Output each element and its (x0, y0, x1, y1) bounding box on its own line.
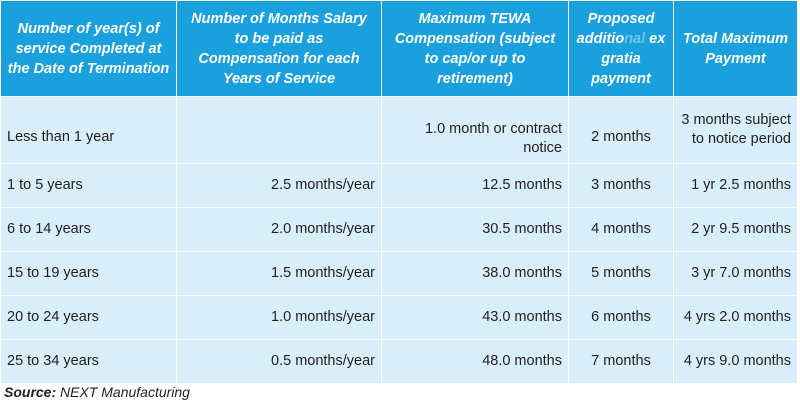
cell-ex-gratia: 5 months (568, 251, 674, 296)
cell-max-tewa: 43.0 months (381, 295, 569, 340)
header-total-payment: Total Maximum Payment (673, 0, 798, 97)
cell-years: 25 to 34 years (0, 339, 177, 384)
table-row: 1 to 5 years 2.5 months/year 12.5 months… (0, 163, 798, 208)
cell-salary (176, 96, 382, 164)
cell-salary: 2.5 months/year (176, 163, 382, 208)
table-row: 20 to 24 years 1.0 months/year 43.0 mont… (0, 295, 798, 340)
source-text: NEXT Manufacturing (56, 384, 190, 400)
table-row: Less than 1 year 1.0 month or contract n… (0, 96, 798, 164)
cell-ex-gratia: 3 months (568, 163, 674, 208)
header-ex-gratia-part2: ex gratia payment (591, 30, 666, 87)
header-max-tewa: Maximum TEWA Compensation (subject to ca… (381, 0, 569, 97)
table-row: 6 to 14 years 2.0 months/year 30.5 month… (0, 207, 798, 252)
header-years-of-service: Number of year(s) of service Completed a… (0, 0, 177, 97)
header-ex-gratia-part1: Proposed additio (576, 10, 655, 47)
header-ex-gratia-faded: nal (624, 30, 646, 47)
cell-total: 4 yrs 9.0 months (673, 339, 798, 384)
cell-max-tewa: 38.0 months (381, 251, 569, 296)
cell-ex-gratia: 7 months (568, 339, 674, 384)
cell-years: 15 to 19 years (0, 251, 177, 296)
table-body: Less than 1 year 1.0 month or contract n… (0, 96, 798, 384)
cell-max-tewa: 30.5 months (381, 207, 569, 252)
table-row: 15 to 19 years 1.5 months/year 38.0 mont… (0, 251, 798, 296)
cell-total: 1 yr 2.5 months (673, 163, 798, 208)
header-ex-gratia: Proposed additional ex gratia payment (568, 0, 674, 97)
cell-total: 3 yr 7.0 months (673, 251, 798, 296)
cell-years: 1 to 5 years (0, 163, 177, 208)
cell-years: 6 to 14 years (0, 207, 177, 252)
cell-ex-gratia: 2 months (568, 96, 674, 164)
cell-max-tewa: 12.5 months (381, 163, 569, 208)
cell-max-tewa: 1.0 month or contract notice (381, 96, 569, 164)
table-row: 25 to 34 years 0.5 months/year 48.0 mont… (0, 339, 798, 384)
header-months-salary: Number of Months Salary to be paid as Co… (176, 0, 382, 97)
cell-ex-gratia: 4 months (568, 207, 674, 252)
cell-years: Less than 1 year (0, 96, 177, 164)
cell-salary: 1.0 months/year (176, 295, 382, 340)
cell-max-tewa: 48.0 months (381, 339, 569, 384)
table-header: Number of year(s) of service Completed a… (0, 0, 798, 97)
cell-total: 4 yrs 2.0 months (673, 295, 798, 340)
cell-total: 3 months subject to notice period (673, 96, 798, 164)
cell-salary: 1.5 months/year (176, 251, 382, 296)
source-caption: Source: NEXT Manufacturing (4, 384, 190, 400)
source-label: Source: (4, 384, 57, 400)
header-row: Number of year(s) of service Completed a… (0, 0, 798, 97)
cell-total: 2 yr 9.5 months (673, 207, 798, 252)
compensation-table: Number of year(s) of service Completed a… (0, 0, 798, 384)
cell-salary: 2.0 months/year (176, 207, 382, 252)
cell-ex-gratia: 6 months (568, 295, 674, 340)
cell-salary: 0.5 months/year (176, 339, 382, 384)
cell-years: 20 to 24 years (0, 295, 177, 340)
